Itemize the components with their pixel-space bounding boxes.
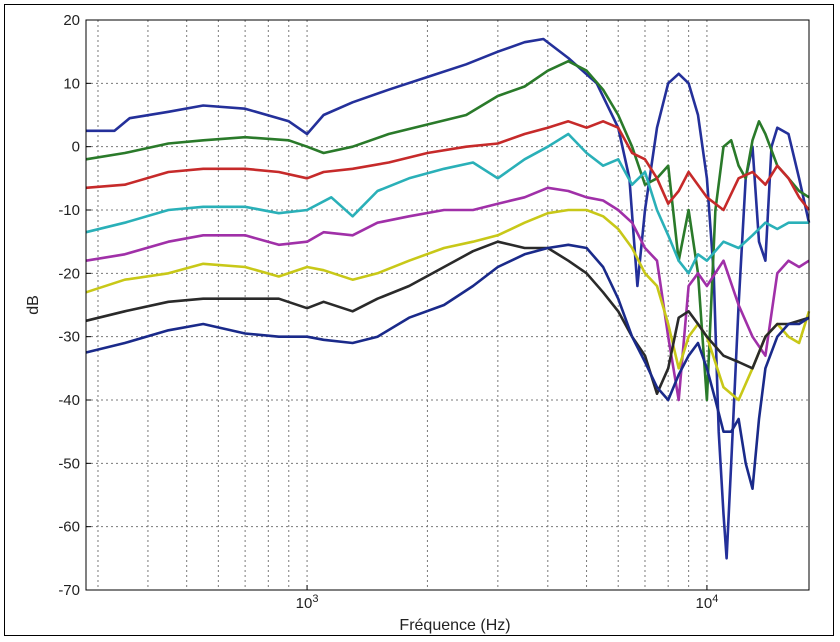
series-line-3 xyxy=(85,120,811,212)
series-line-6 xyxy=(85,208,811,402)
y-tick-label: 20 xyxy=(63,12,80,29)
y-tick-label: -70 xyxy=(58,582,80,599)
series-line-7 xyxy=(85,240,810,395)
x-axis-label: Fréquence (Hz) xyxy=(399,617,510,634)
y-tick-label: -40 xyxy=(58,392,80,409)
series-line-5 xyxy=(85,186,810,402)
y-tick-label: -10 xyxy=(58,202,80,219)
plot-border xyxy=(85,19,810,591)
y-tick-label: -50 xyxy=(58,455,80,472)
y-tick-label: -30 xyxy=(58,329,80,346)
series-layer xyxy=(85,37,811,560)
x-tick-label: 103 xyxy=(296,593,319,612)
x-tick-labels: 103 104 xyxy=(296,585,719,612)
y-tick-label: 0 xyxy=(72,139,80,156)
series-line-4 xyxy=(85,132,809,275)
figure-frame xyxy=(4,4,834,636)
y-tick-label: -20 xyxy=(58,265,80,282)
y-tick-labels: 20 10 0 -10 -20 -30 -40 -50 -60 -70 xyxy=(58,12,91,599)
y-axis-label: dB xyxy=(25,295,42,315)
x-tick-label: 104 xyxy=(696,593,719,612)
y-tick-label: -60 xyxy=(58,519,80,536)
y-tick-label: 10 xyxy=(63,75,80,92)
series-line-8 xyxy=(85,243,810,490)
series-line-2 xyxy=(85,59,810,402)
